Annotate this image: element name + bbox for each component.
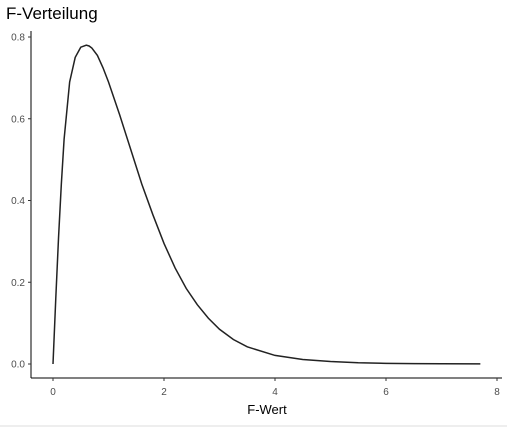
y-tick-label: 0.4 bbox=[11, 196, 25, 207]
x-tick-label: 0 bbox=[50, 387, 56, 398]
x-tick-label: 6 bbox=[383, 387, 389, 398]
y-tick-label: 0.2 bbox=[11, 278, 25, 289]
y-tick-label: 0.0 bbox=[11, 360, 25, 371]
x-tick-label: 8 bbox=[494, 387, 500, 398]
plot-area: 0.0 0.2 0.4 0.6 0.8 0 2 4 6 8 bbox=[11, 31, 502, 398]
y-axis-ticks: 0.0 0.2 0.4 0.6 0.8 bbox=[11, 33, 31, 371]
y-tick-label: 0.8 bbox=[11, 33, 25, 44]
x-tick-label: 4 bbox=[272, 387, 278, 398]
y-tick-label: 0.6 bbox=[11, 114, 25, 125]
x-tick-label: 2 bbox=[161, 387, 167, 398]
chart-title: F-Verteilung bbox=[6, 4, 98, 23]
density-curve bbox=[52, 44, 481, 365]
x-axis-title: F-Wert bbox=[247, 402, 287, 417]
x-axis-ticks: 0 2 4 6 8 bbox=[50, 378, 500, 398]
